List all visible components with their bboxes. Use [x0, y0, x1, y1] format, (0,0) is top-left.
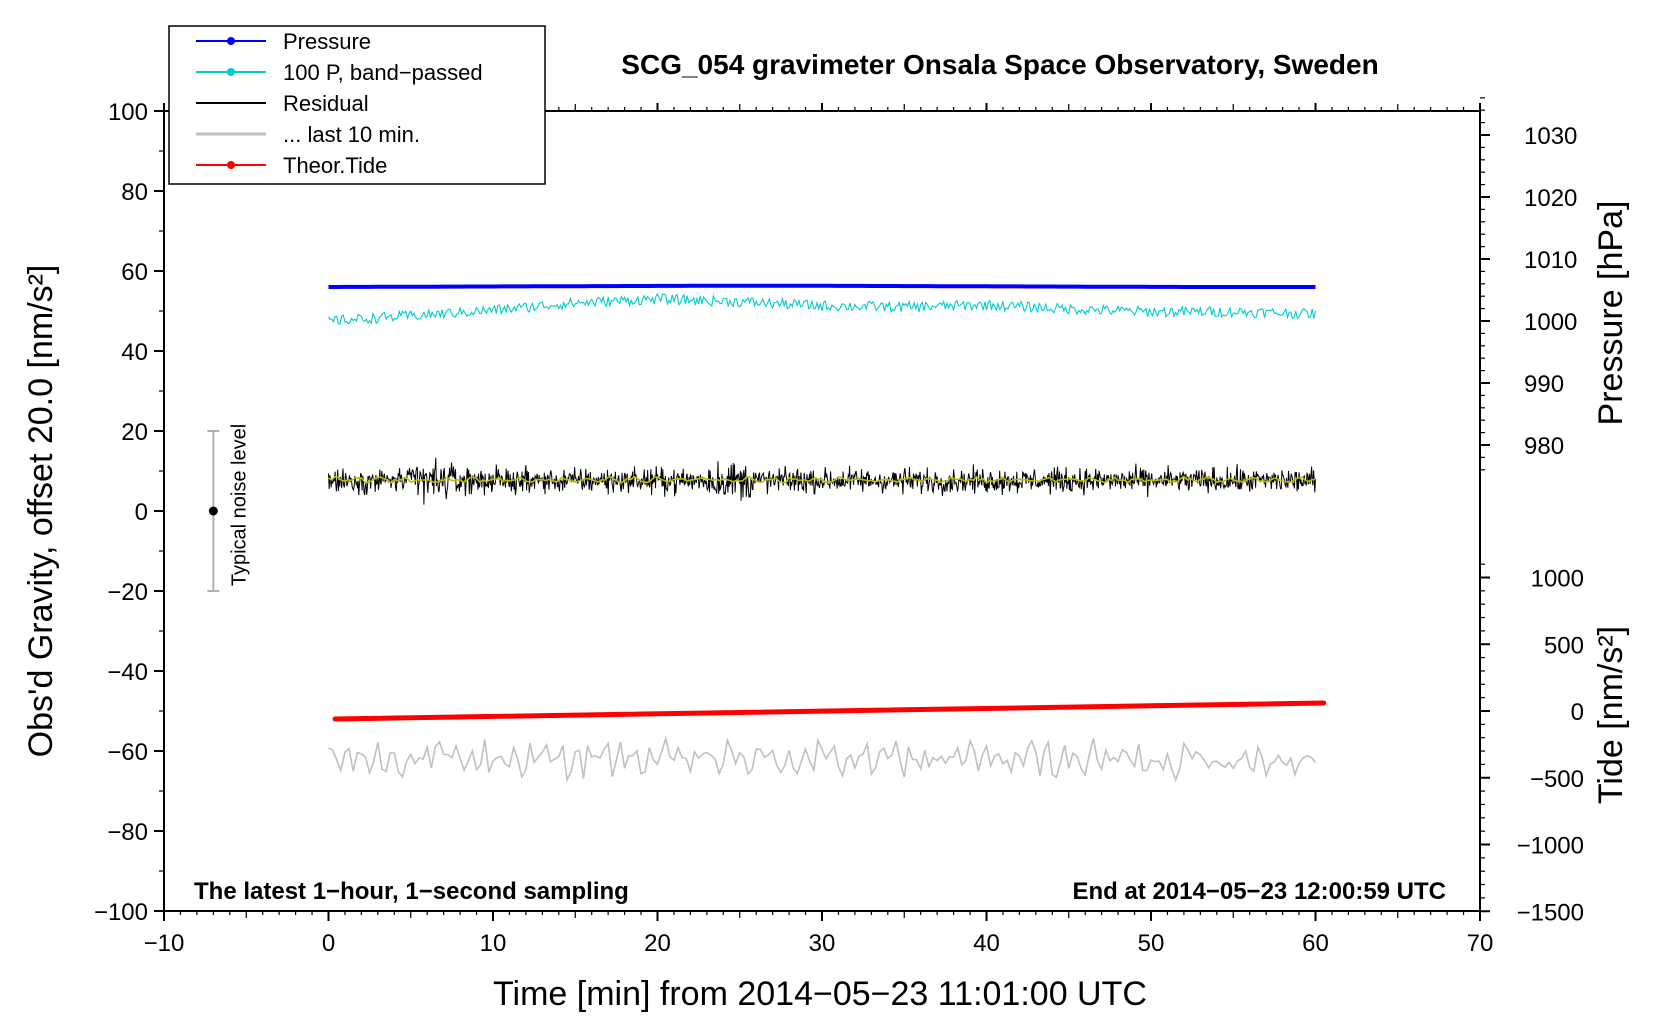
noise-level-marker: Typical noise level	[207, 424, 250, 592]
y-axis-pressure-title: Pressure [hPa]	[1592, 201, 1630, 426]
y-left-tick-label: −60	[107, 739, 148, 766]
legend-label: ... last 10 min.	[283, 122, 420, 147]
noise-point	[208, 506, 218, 516]
tide-tick-label: 1000	[1531, 566, 1584, 593]
y-left-tick-label: 80	[121, 179, 148, 206]
legend-label: 100 P, band−passed	[283, 60, 483, 85]
legend-marker	[227, 68, 235, 76]
legend-label: Residual	[283, 91, 369, 116]
x-tick-label: 10	[480, 930, 507, 957]
y-left-tick-label: −100	[94, 899, 148, 926]
legend-box	[168, 25, 546, 185]
x-tick-label: 40	[973, 930, 1000, 957]
x-tick-label: 50	[1138, 930, 1165, 957]
annotation-end-time: End at 2014−05−23 12:00:59 UTC	[1072, 878, 1446, 905]
plot-frame	[163, 110, 1481, 912]
axis-ticks: −10 0 10 20 30 40 50 60 70100806040200−20−40−60−…	[94, 97, 1584, 957]
y-left-tick-label: 40	[121, 339, 148, 366]
legend-label: Theor.Tide	[283, 153, 387, 178]
series-last-10-min	[328, 735, 1317, 783]
x-tick-label: 30	[809, 930, 836, 957]
tide-tick-label: −1000	[1517, 833, 1584, 860]
y-left-tick-label: 0	[135, 499, 148, 526]
x-tick-label: 20	[644, 930, 671, 957]
pressure-tick-label: 1000	[1524, 309, 1577, 336]
series-residual	[328, 457, 1316, 505]
tide-tick-label: −500	[1530, 766, 1584, 793]
series-residual-smoothed	[328, 475, 1316, 484]
pressure-tick-label: 1020	[1524, 185, 1577, 212]
series-band-passed-pressure	[328, 292, 1317, 325]
pressure-tick-label: 1010	[1524, 247, 1577, 274]
legend: Pressure 100 P, band−passed Residual ... la…	[168, 25, 546, 185]
y-left-tick-label: −80	[107, 819, 148, 846]
series-pressure	[328, 283, 1316, 289]
x-tick-label: −10	[144, 930, 185, 957]
tide-tick-label: −1500	[1517, 899, 1584, 926]
y-axis-left-title: Obs'd Gravity, offset 20.0 [nm/s²]	[22, 265, 60, 758]
y-left-tick-label: −20	[107, 579, 148, 606]
series-theor-tide	[332, 700, 1327, 722]
annotation-sampling: The latest 1−hour, 1−second sampling	[194, 878, 629, 905]
x-tick-label: 60	[1302, 930, 1329, 957]
y-axis-tide-title: Tide [nm/s²]	[1592, 626, 1630, 804]
tide-tick-label: 0	[1571, 699, 1584, 726]
series-group	[328, 283, 1327, 783]
x-tick-label: 70	[1467, 930, 1494, 957]
pressure-tick-label: 990	[1524, 371, 1564, 398]
x-tick-label: 0	[322, 930, 335, 957]
legend-marker	[227, 161, 235, 169]
noise-level-label: Typical noise level	[228, 424, 250, 586]
x-axis-title: Time [min] from 2014−05−23 11:01:00 UTC	[493, 975, 1147, 1013]
pressure-tick-label: 980	[1524, 433, 1564, 460]
y-left-tick-label: −40	[107, 659, 148, 686]
chart-title: SCG_054 gravimeter Onsala Space Observat…	[621, 49, 1378, 80]
legend-label: Pressure	[283, 29, 371, 54]
tide-tick-label: 500	[1544, 632, 1584, 659]
y-left-tick-label: 60	[121, 259, 148, 286]
pressure-tick-label: 1030	[1524, 123, 1577, 150]
y-left-tick-label: 100	[108, 99, 148, 126]
y-left-tick-label: 20	[121, 419, 148, 446]
legend-marker	[227, 37, 235, 45]
